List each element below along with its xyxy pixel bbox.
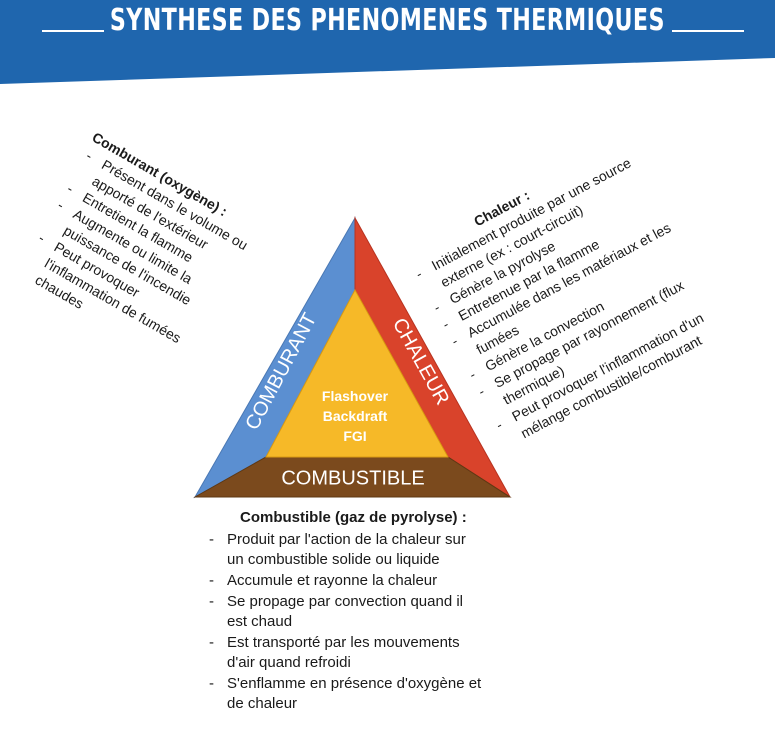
page-title: SYNTHESE DES PHENOMENES THERMIQUES (109, 3, 665, 38)
list-item: Se propage par convection quand il est c… (205, 592, 525, 632)
header-band-shape (0, 0, 775, 84)
header-line-left (42, 30, 104, 32)
list-item-line: Produit par l'action de la chaleur sur (227, 531, 466, 548)
combustible-list: Produit par l'action de la chaleur sur u… (205, 530, 525, 714)
combustible-title: Combustible (gaz de pyrolyse) : (240, 509, 467, 526)
list-item-line: S'enflamme en présence d'oxygène et (227, 675, 482, 692)
list-item: Produit par l'action de la chaleur sur u… (205, 530, 525, 570)
center-label-fgi: FGI (343, 428, 366, 444)
header-banner: SYNTHESE DES PHENOMENES THERMIQUES (0, 0, 775, 84)
list-item: Est transporté par les mouvements d'air … (205, 633, 525, 673)
list-item-line: un combustible solide ou liquide (227, 551, 440, 568)
center-triangle (265, 288, 449, 458)
list-item-line: de chaleur (227, 695, 298, 712)
list-item: Accumule et rayonne la chaleur (205, 571, 525, 591)
list-item-line: est chaud (227, 613, 293, 630)
center-label-flashover: Flashover (322, 388, 389, 404)
header-band (0, 0, 775, 84)
center-label-backdraft: Backdraft (323, 408, 388, 424)
list-item-line: Se propage par convection quand il (227, 593, 464, 610)
list-item-line: Accumule et rayonne la chaleur (227, 572, 438, 589)
header-line-right (672, 30, 744, 32)
combustible-description: Combustible (gaz de pyrolyse) : Produit … (205, 508, 525, 715)
list-item: S'enflamme en présence d'oxygène et de c… (205, 674, 525, 714)
list-item-line: d'air quand refroidi (227, 654, 351, 671)
list-item-line: Est transporté par les mouvements (227, 634, 460, 651)
combustible-side-label: COMBUSTIBLE (281, 467, 424, 489)
